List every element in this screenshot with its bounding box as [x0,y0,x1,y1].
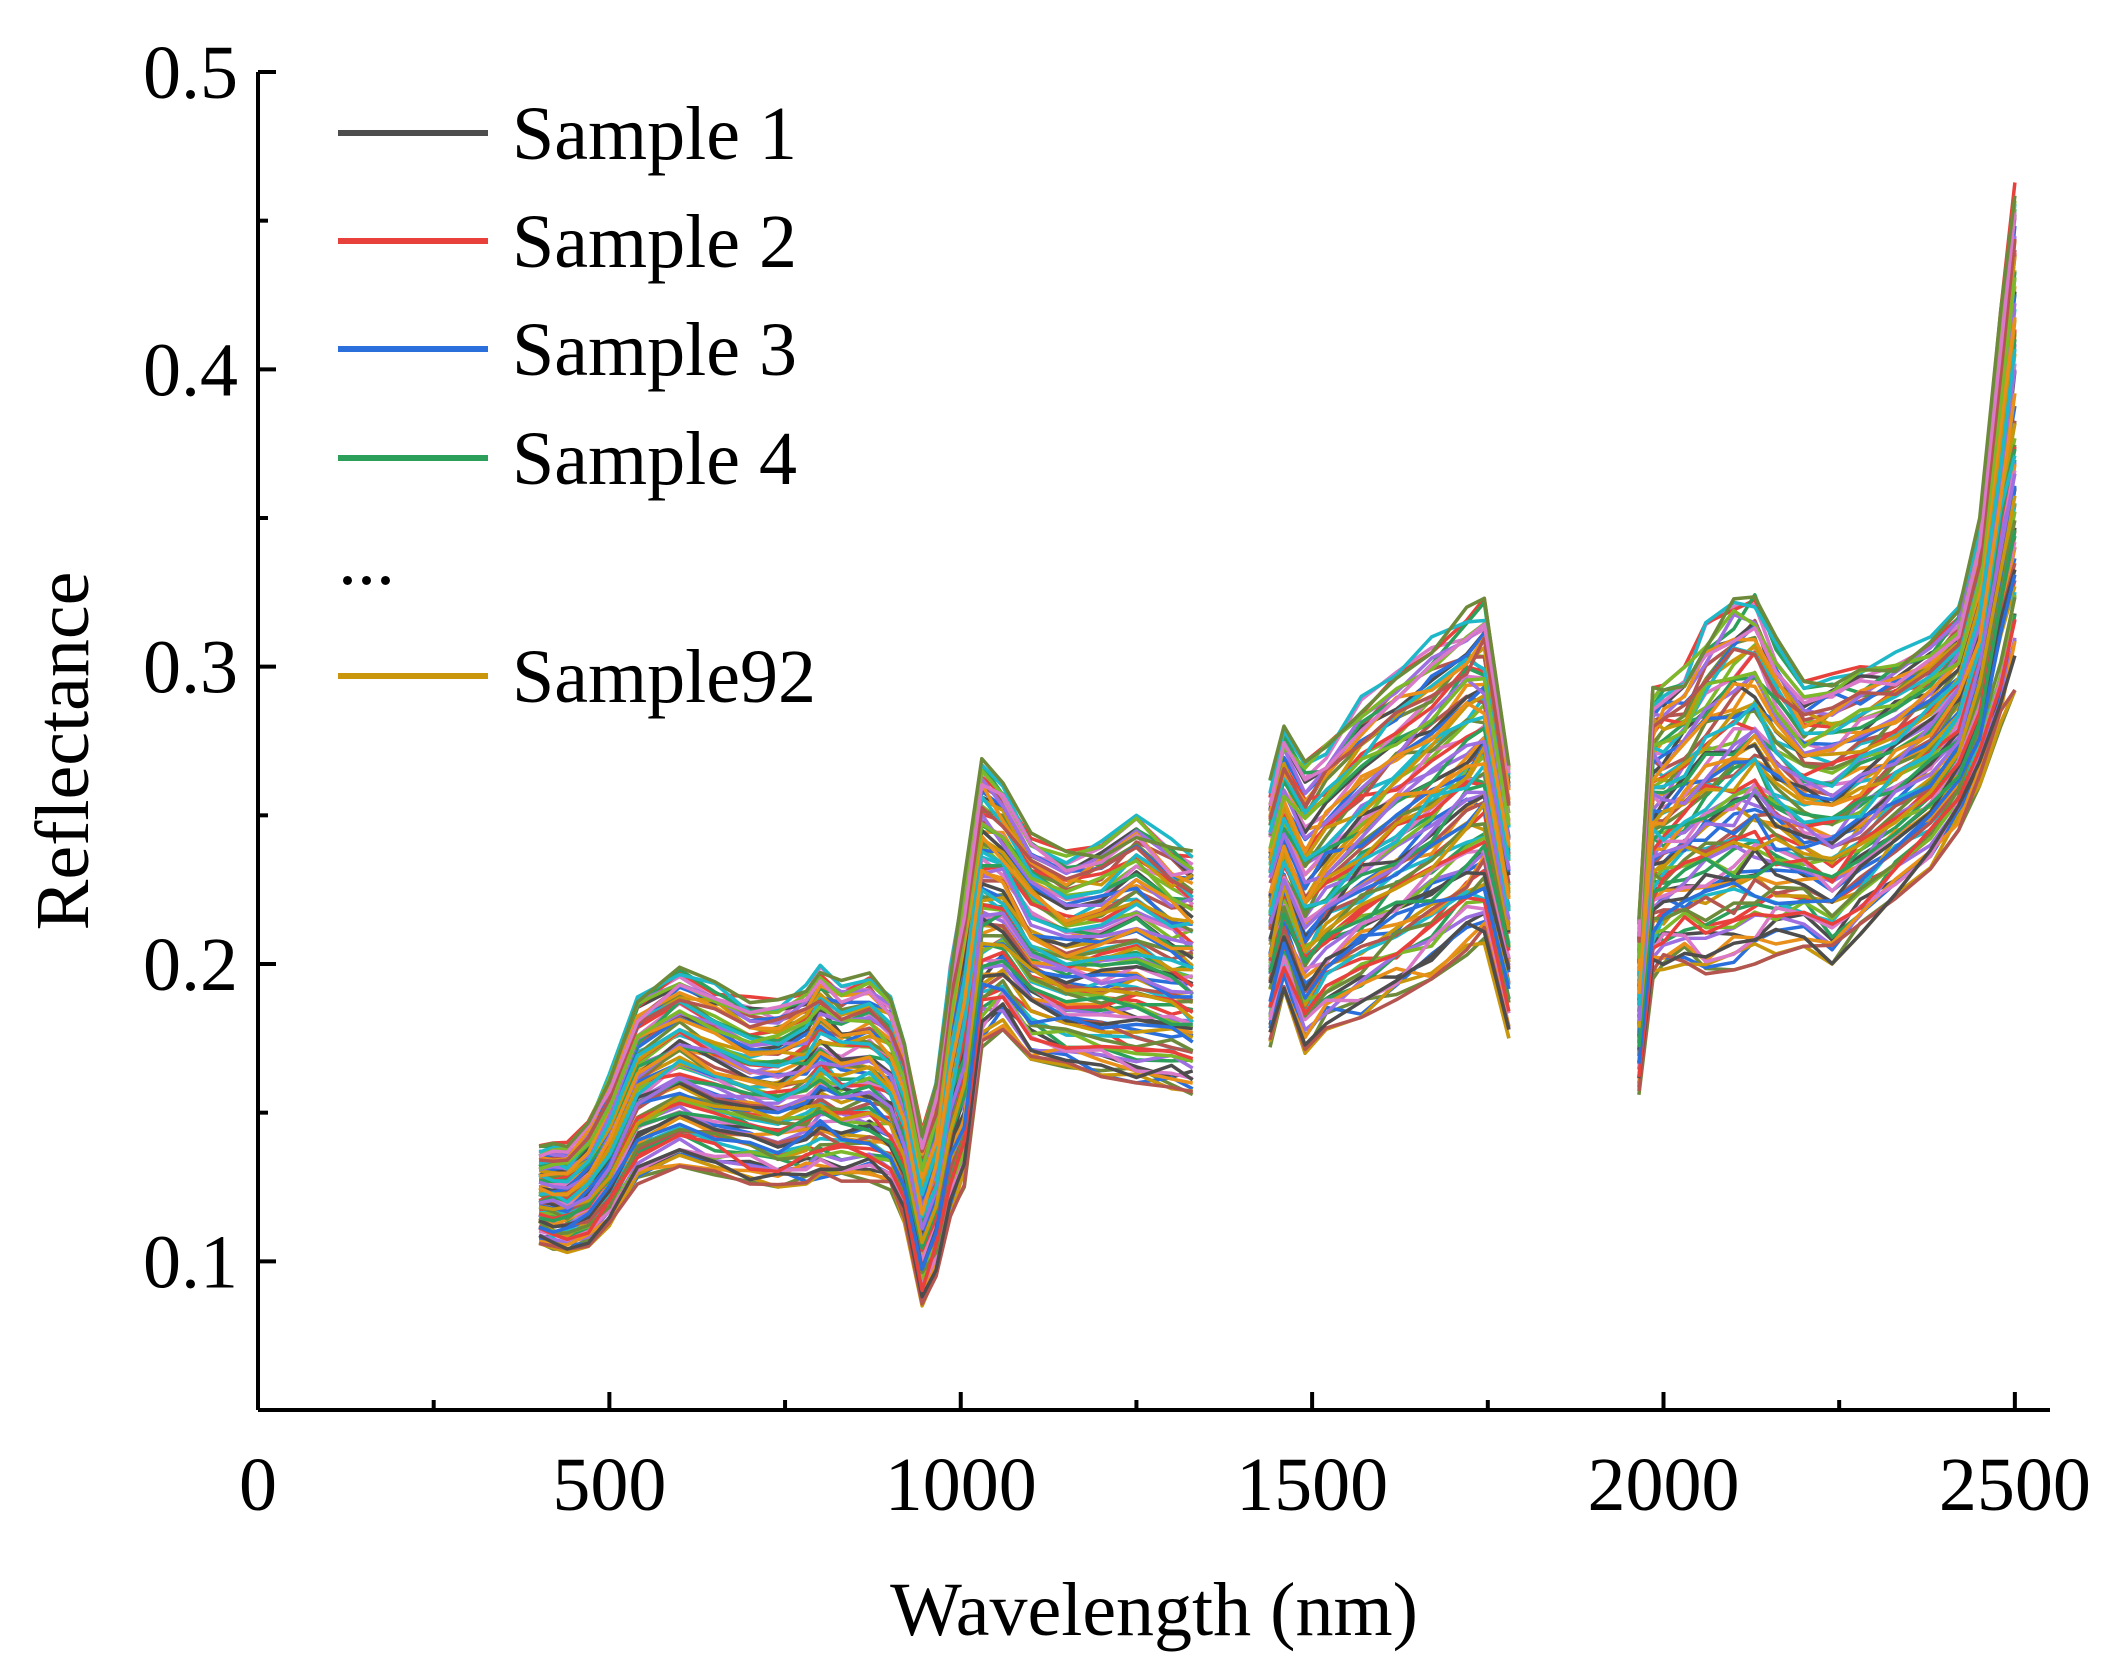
axes: 0 500 1000 1500 2000 2500 0.1 0.2 0.3 0.4 0.5 [143,31,2091,1527]
sample-line-87-segment-1 [538,982,1194,1271]
sample-line-78-segment-2 [1268,739,1511,885]
x-tick-label: 500 [552,1443,666,1527]
sample-line-70-segment-3 [1637,688,2017,1092]
sample-line-38-segment-2 [1268,665,1511,826]
sample-line-91-segment-1 [538,888,1194,1219]
sample-line-81-segment-1 [538,822,1194,1173]
sample-line-83-segment-3 [1637,212,2017,937]
sample-line-83-segment-1 [538,783,1194,1159]
y-tick-label: 0.3 [143,626,238,710]
x-tick-label: 2000 [1587,1443,1739,1527]
legend-ellipsis: ... [338,517,395,601]
sample-line-90-segment-2 [1268,790,1511,930]
sample-line-73-segment-2 [1268,870,1511,992]
sample-line-88-segment-2 [1268,843,1511,973]
sample-line-79-segment-1 [538,849,1194,1197]
sample-line-88-segment-3 [1637,529,2017,1048]
x-tick-label: 0 [239,1443,277,1527]
sample-line-86-segment-2 [1268,895,1511,1016]
legend-label: Sample 4 [512,417,797,501]
sample-line-89-segment-1 [538,941,1194,1245]
x-axis-ticks: 0 500 1000 1500 2000 2500 [239,1392,2091,1527]
sample-line-80-segment-2 [1268,701,1511,854]
sample-line-40-segment-2 [1268,600,1511,782]
sample-line-85-segment-1 [538,1002,1194,1299]
y-axis-title: Reflectance [21,572,105,931]
sample-line-84-segment-2 [1268,596,1511,781]
x-tick-label: 1500 [1236,1443,1388,1527]
sample-line-55-segment-2 [1268,618,1511,794]
sample-line-83-segment-2 [1268,622,1511,807]
sample-line-86-segment-3 [1637,618,2017,1078]
y-tick-label: 0.2 [143,923,238,1007]
sample-line-76-segment-1 [538,911,1194,1225]
sample-line-74-segment-3 [1637,530,2017,1039]
sample-curves [537,182,2017,1308]
sample-line-82-segment-2 [1268,636,1511,821]
sample-line-82-segment-1 [538,805,1194,1164]
sample-line-81-segment-3 [1637,277,2017,959]
x-axis-title: Wavelength (nm) [890,1568,1418,1652]
sample-line-70-segment-1 [538,1027,1194,1306]
sample-line-84-segment-3 [1637,195,2017,920]
sample-line-79-segment-3 [1637,348,2017,982]
x-tick-label: 1000 [885,1443,1037,1527]
sample-line-31-segment-2 [1268,835,1511,961]
legend-label: Sample 1 [512,92,797,176]
y-axis-ticks: 0.1 0.2 0.3 0.4 0.5 [143,31,276,1412]
sample-line-90-segment-1 [538,911,1193,1231]
sample-line-86-segment-1 [538,995,1194,1293]
sample-line-42-segment-2 [1268,910,1511,1032]
legend-label: Sample 3 [512,308,797,392]
legend: Sample 1 Sample 2 Sample 3 Sample 4... Sampl… [338,92,816,719]
sample-line-92-segment-2 [1268,762,1511,904]
sample-line-90-segment-3 [1637,473,2017,1022]
sample-line-92-segment-3 [1637,393,2017,995]
sample-line-89-segment-3 [1637,495,2017,1028]
sample-line-67-segment-2 [1268,657,1511,833]
y-tick-label: 0.1 [143,1220,238,1304]
sample-line-82-segment-3 [1637,238,2017,943]
sample-line-91-segment-3 [1637,455,2017,1006]
sample-line-81-segment-2 [1268,676,1511,849]
legend-label: Sample 2 [512,200,797,284]
y-tick-label: 0.4 [143,328,238,412]
sample-line-87-segment-3 [1637,574,2017,1064]
sample-line-89-segment-2 [1268,801,1511,958]
x-tick-label: 2500 [1939,1443,2091,1527]
sample-line-85-segment-2 [1268,921,1511,1047]
sample-line-66-segment-2 [1268,677,1511,841]
sample-line-72-segment-3 [1637,596,2017,1064]
sample-line-85-segment-3 [1637,655,2017,1079]
sample-line-73-segment-3 [1637,569,2017,1050]
sample-line-79-segment-2 [1268,715,1511,873]
sample-line-92-segment-1 [538,868,1193,1216]
sample-line-72-segment-2 [1268,875,1511,1018]
sample-line-84-segment-1 [538,756,1193,1149]
sample-line-65-segment-2 [1268,693,1511,861]
y-tick-label: 0.5 [143,31,238,115]
legend-label: Sample92 [512,635,816,719]
sample-line-87-segment-2 [1268,886,1511,1003]
sample-line-91-segment-2 [1268,763,1511,916]
